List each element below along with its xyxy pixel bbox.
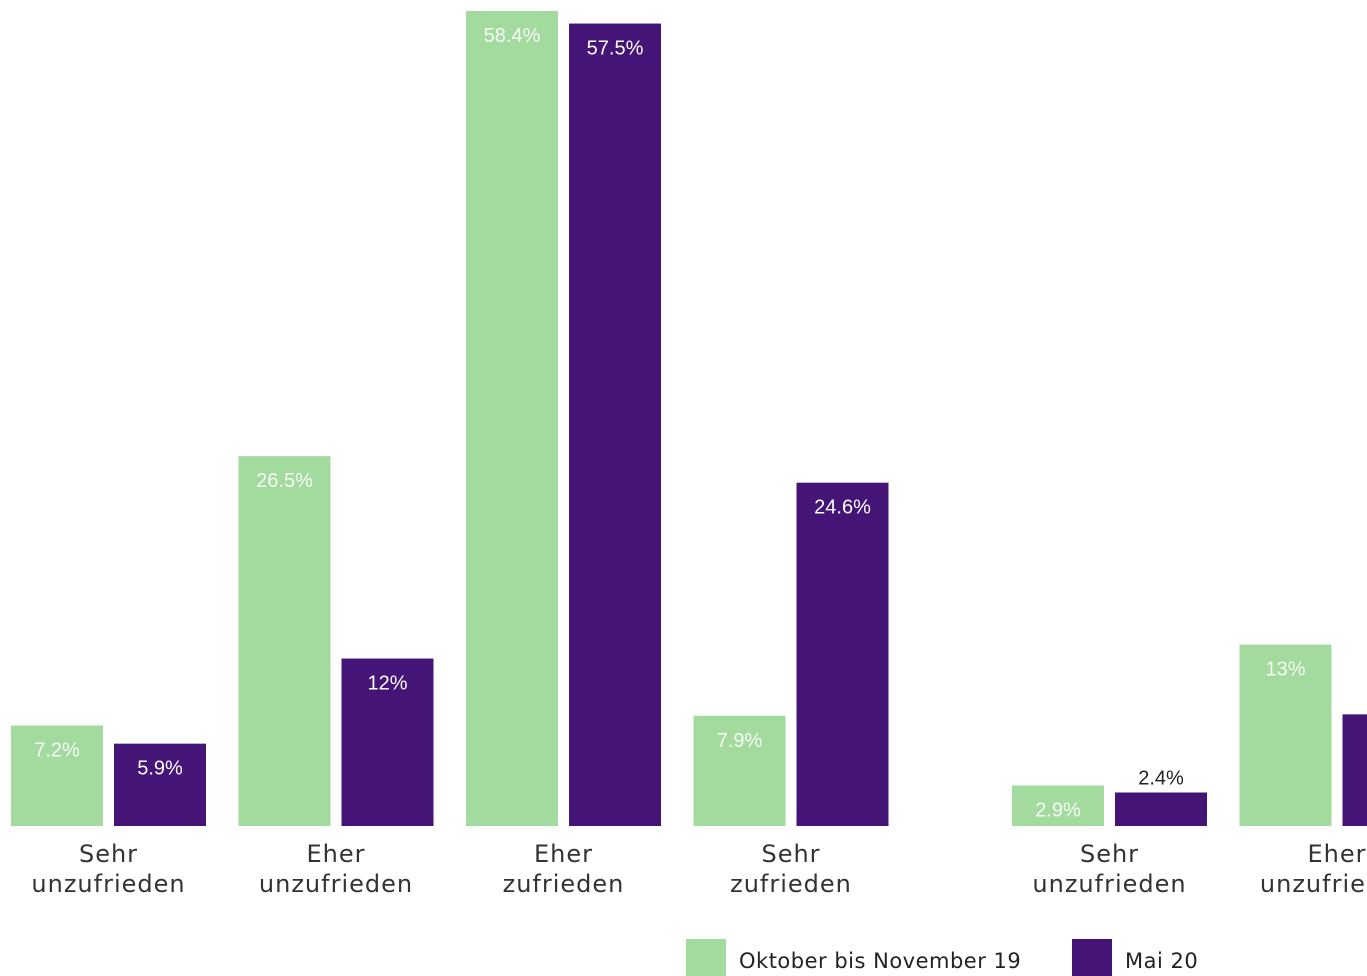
- category-label-eher-unzufrieden-g1-line2: unzufrieden: [259, 870, 413, 898]
- bar-sehr-unzufrieden-g1-oktober-november-19: [11, 725, 103, 826]
- value-label-eher-unzufrieden-g1-oktober-november-19: 26.5%: [256, 470, 313, 492]
- bar-eher-zufrieden-g1-oktober-november-19: [466, 11, 558, 826]
- category-label-sehr-unzufrieden-g1-line1: Sehr: [79, 840, 138, 868]
- category-label-sehr-unzufrieden-g2-line2: unzufrieden: [1032, 870, 1186, 898]
- bar-sehr-unzufrieden-g1-mai-20: [114, 743, 206, 826]
- category-label-eher-unzufrieden-g2-line2: unzufrieden: [1260, 870, 1367, 898]
- value-label-sehr-unzufrieden-g1-oktober-november-19: 7.2%: [34, 740, 80, 762]
- category-label-eher-unzufrieden-g1-line1: Eher: [306, 840, 365, 868]
- value-label-sehr-zufrieden-g1-mai-20: 24.6%: [814, 497, 871, 519]
- category-label-sehr-unzufrieden-g1-line2: unzufrieden: [31, 870, 185, 898]
- legend-label-oktober-november-19: Oktober bis November 19: [739, 949, 1021, 973]
- bar-sehr-unzufrieden-g2-oktober-november-19: [1012, 785, 1104, 826]
- value-label-eher-zufrieden-g1-mai-20: 57.5%: [587, 38, 644, 60]
- category-label-sehr-unzufrieden-g2-line1: Sehr: [1080, 840, 1139, 868]
- bar-sehr-unzufrieden-g2-mai-20: [1115, 792, 1207, 826]
- bar-eher-unzufrieden-g1-mai-20: [341, 658, 434, 826]
- category-labels-layer: SehrunzufriedenEherunzufriedenEherzufrie…: [31, 840, 1367, 898]
- bar-eher-unzufrieden-g1-oktober-november-19: [238, 456, 331, 826]
- legend-swatch-mai-20: [1072, 939, 1112, 976]
- value-label-sehr-unzufrieden-g2-mai-20: 2.4%: [1138, 768, 1184, 790]
- value-label-eher-unzufrieden-g2-oktober-november-19: 13%: [1265, 659, 1305, 681]
- bar-eher-unzufrieden-g2-oktober-november-19: [1239, 644, 1332, 826]
- value-label-sehr-unzufrieden-g1-mai-20: 5.9%: [137, 758, 183, 780]
- legend-swatch-oktober-november-19: [686, 939, 726, 976]
- value-label-sehr-zufrieden-g1-oktober-november-19: 7.9%: [717, 730, 763, 752]
- value-label-eher-zufrieden-g1-oktober-november-19: 58.4%: [484, 25, 541, 47]
- legend-label-mai-20: Mai 20: [1125, 949, 1198, 973]
- bar-sehr-zufrieden-g1-mai-20: [796, 482, 889, 826]
- category-label-eher-zufrieden-g1-line1: Eher: [534, 840, 593, 868]
- value-label-eher-unzufrieden-g1-mai-20: 12%: [367, 673, 407, 695]
- bar-sehr-zufrieden-g1-oktober-november-19: [693, 715, 786, 826]
- bar-eher-unzufrieden-g2-mai-20: [1342, 714, 1367, 826]
- value-labels-layer: 7.2% 5.9% 26.5% 12% 58.4% 57.5% 7.9% 24.6% 2.9% 2…: [34, 25, 1306, 822]
- legend: Oktober bis November 19 Mai 20: [686, 939, 1198, 976]
- value-label-sehr-unzufrieden-g2-oktober-november-19: 2.9%: [1035, 800, 1081, 822]
- bars-layer: [11, 11, 1367, 826]
- category-label-sehr-zufrieden-g1-line1: Sehr: [761, 840, 820, 868]
- bar-eher-zufrieden-g1-mai-20: [569, 23, 661, 826]
- category-label-eher-zufrieden-g1-line2: zufrieden: [503, 870, 625, 898]
- category-label-sehr-zufrieden-g1-line2: zufrieden: [730, 870, 852, 898]
- category-label-eher-unzufrieden-g2-line1: Eher: [1307, 840, 1366, 868]
